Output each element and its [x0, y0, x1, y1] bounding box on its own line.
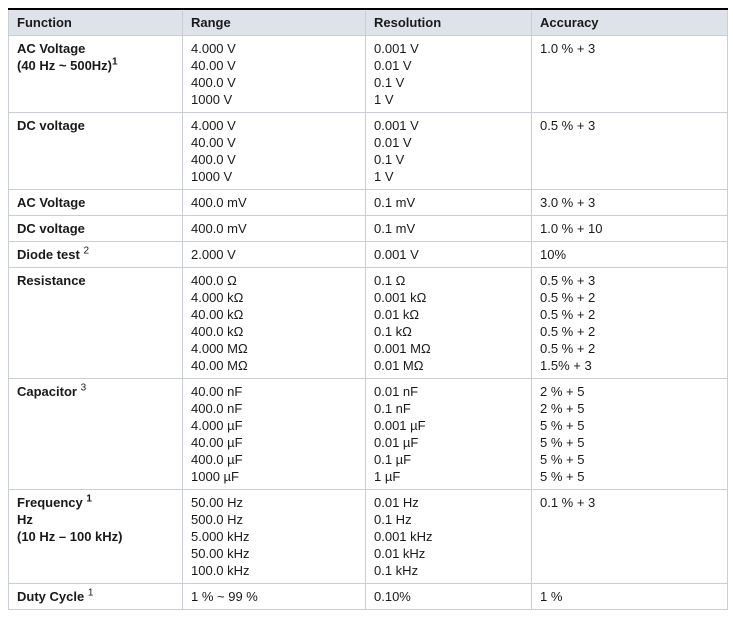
accuracy-cell: 3.0 % + 3: [531, 189, 728, 216]
function-cell: AC Voltage: [8, 189, 183, 216]
accuracy-cell: 1.0 % + 3: [531, 35, 728, 113]
accuracy-cell: 1 %: [531, 583, 728, 610]
function-cell: Frequency 1 Hz (10 Hz – 100 kHz): [8, 489, 183, 584]
function-cell: DC voltage: [8, 112, 183, 190]
function-line: Duty Cycle 1: [17, 587, 94, 604]
table-row: Capacitor 3 40.00 nF 400.0 nF 4.000 µF 40…: [8, 378, 728, 490]
range-cell: 40.00 nF 400.0 nF 4.000 µF 40.00 µF 400.…: [182, 378, 366, 490]
function-line: Frequency 1: [17, 493, 92, 510]
footnote-marker: 1: [112, 56, 118, 68]
function-line: Resistance: [17, 273, 86, 288]
table-row: Diode test 2 2.000 V 0.001 V 10%: [8, 241, 728, 268]
specs-table-body: AC Voltage (40 Hz ~ 500Hz)1 4.000 V 40.00 …: [8, 35, 728, 610]
table-row: DC voltage 4.000 V 40.00 V 400.0 V 1000 V…: [8, 112, 728, 190]
range-cell: 4.000 V 40.00 V 400.0 V 1000 V: [182, 35, 366, 113]
accuracy-cell: 0.5 % + 3: [531, 112, 728, 190]
function-cell: Capacitor 3: [8, 378, 183, 490]
function-line: AC Voltage: [17, 195, 86, 210]
accuracy-cell: 1.0 % + 10: [531, 215, 728, 242]
accuracy-cell: 10%: [531, 241, 728, 268]
resolution-cell: 0.1 mV: [365, 215, 532, 242]
specs-table-header: Function Range Resolution Accuracy: [8, 8, 728, 36]
table-row: AC Voltage 400.0 mV 0.1 mV 3.0 % + 3: [8, 189, 728, 216]
range-cell: 4.000 V 40.00 V 400.0 V 1000 V: [182, 112, 366, 190]
column-header-function: Function: [8, 8, 183, 36]
function-cell: DC voltage: [8, 215, 183, 242]
resolution-cell: 0.001 V: [365, 241, 532, 268]
function-line: Capacitor 3: [17, 382, 87, 399]
function-line: DC voltage: [17, 118, 85, 133]
function-line: (10 Hz – 100 kHz): [17, 529, 123, 544]
function-line: Diode test 2: [17, 245, 90, 262]
resolution-cell: 0.1 Ω 0.001 kΩ 0.01 kΩ 0.1 kΩ 0.001 MΩ 0…: [365, 267, 532, 379]
column-header-resolution: Resolution: [365, 8, 532, 36]
column-header-range: Range: [182, 8, 366, 36]
range-cell: 50.00 Hz 500.0 Hz 5.000 kHz 50.00 kHz 10…: [182, 489, 366, 584]
resolution-cell: 0.01 Hz 0.1 Hz 0.001 kHz 0.01 kHz 0.1 kH…: [365, 489, 532, 584]
table-row: Frequency 1 Hz (10 Hz – 100 kHz) 50.00 Hz 5…: [8, 489, 728, 584]
table-row: Resistance 400.0 Ω 4.000 kΩ 40.00 kΩ 400.…: [8, 267, 728, 379]
range-cell: 400.0 mV: [182, 189, 366, 216]
function-cell: AC Voltage (40 Hz ~ 500Hz)1: [8, 35, 183, 113]
footnote-marker: 3: [80, 382, 87, 394]
resolution-cell: 0.10%: [365, 583, 532, 610]
accuracy-cell: 2 % + 5 2 % + 5 5 % + 5 5 % + 5 5 % + 5 …: [531, 378, 728, 490]
accuracy-cell: 0.5 % + 3 0.5 % + 2 0.5 % + 2 0.5 % + 2 …: [531, 267, 728, 379]
table-row: Duty Cycle 1 1 % ~ 99 % 0.10% 1 %: [8, 583, 728, 610]
range-cell: 400.0 Ω 4.000 kΩ 40.00 kΩ 400.0 kΩ 4.000…: [182, 267, 366, 379]
function-cell: Resistance: [8, 267, 183, 379]
resolution-cell: 0.01 nF 0.1 nF 0.001 µF 0.01 µF 0.1 µF 1…: [365, 378, 532, 490]
table-row: DC voltage 400.0 mV 0.1 mV 1.0 % + 10: [8, 215, 728, 242]
resolution-cell: 0.001 V 0.01 V 0.1 V 1 V: [365, 112, 532, 190]
footnote-marker: 1: [86, 493, 92, 505]
range-cell: 400.0 mV: [182, 215, 366, 242]
header-row: Function Range Resolution Accuracy: [8, 8, 728, 36]
function-cell: Duty Cycle 1: [8, 583, 183, 610]
column-header-accuracy: Accuracy: [531, 8, 728, 36]
specs-table: Function Range Resolution Accuracy AC Vo…: [8, 8, 728, 610]
range-cell: 1 % ~ 99 %: [182, 583, 366, 610]
resolution-cell: 0.001 V 0.01 V 0.1 V 1 V: [365, 35, 532, 113]
function-line: (40 Hz ~ 500Hz)1: [17, 56, 118, 73]
footnote-marker: 1: [87, 587, 94, 599]
function-line: DC voltage: [17, 221, 85, 236]
table-row: AC Voltage (40 Hz ~ 500Hz)1 4.000 V 40.00 …: [8, 35, 728, 113]
accuracy-cell: 0.1 % + 3: [531, 489, 728, 584]
footnote-marker: 2: [83, 245, 90, 257]
resolution-cell: 0.1 mV: [365, 189, 532, 216]
range-cell: 2.000 V: [182, 241, 366, 268]
function-line: AC Voltage: [17, 41, 86, 56]
function-cell: Diode test 2: [8, 241, 183, 268]
function-line: Hz: [17, 512, 33, 527]
